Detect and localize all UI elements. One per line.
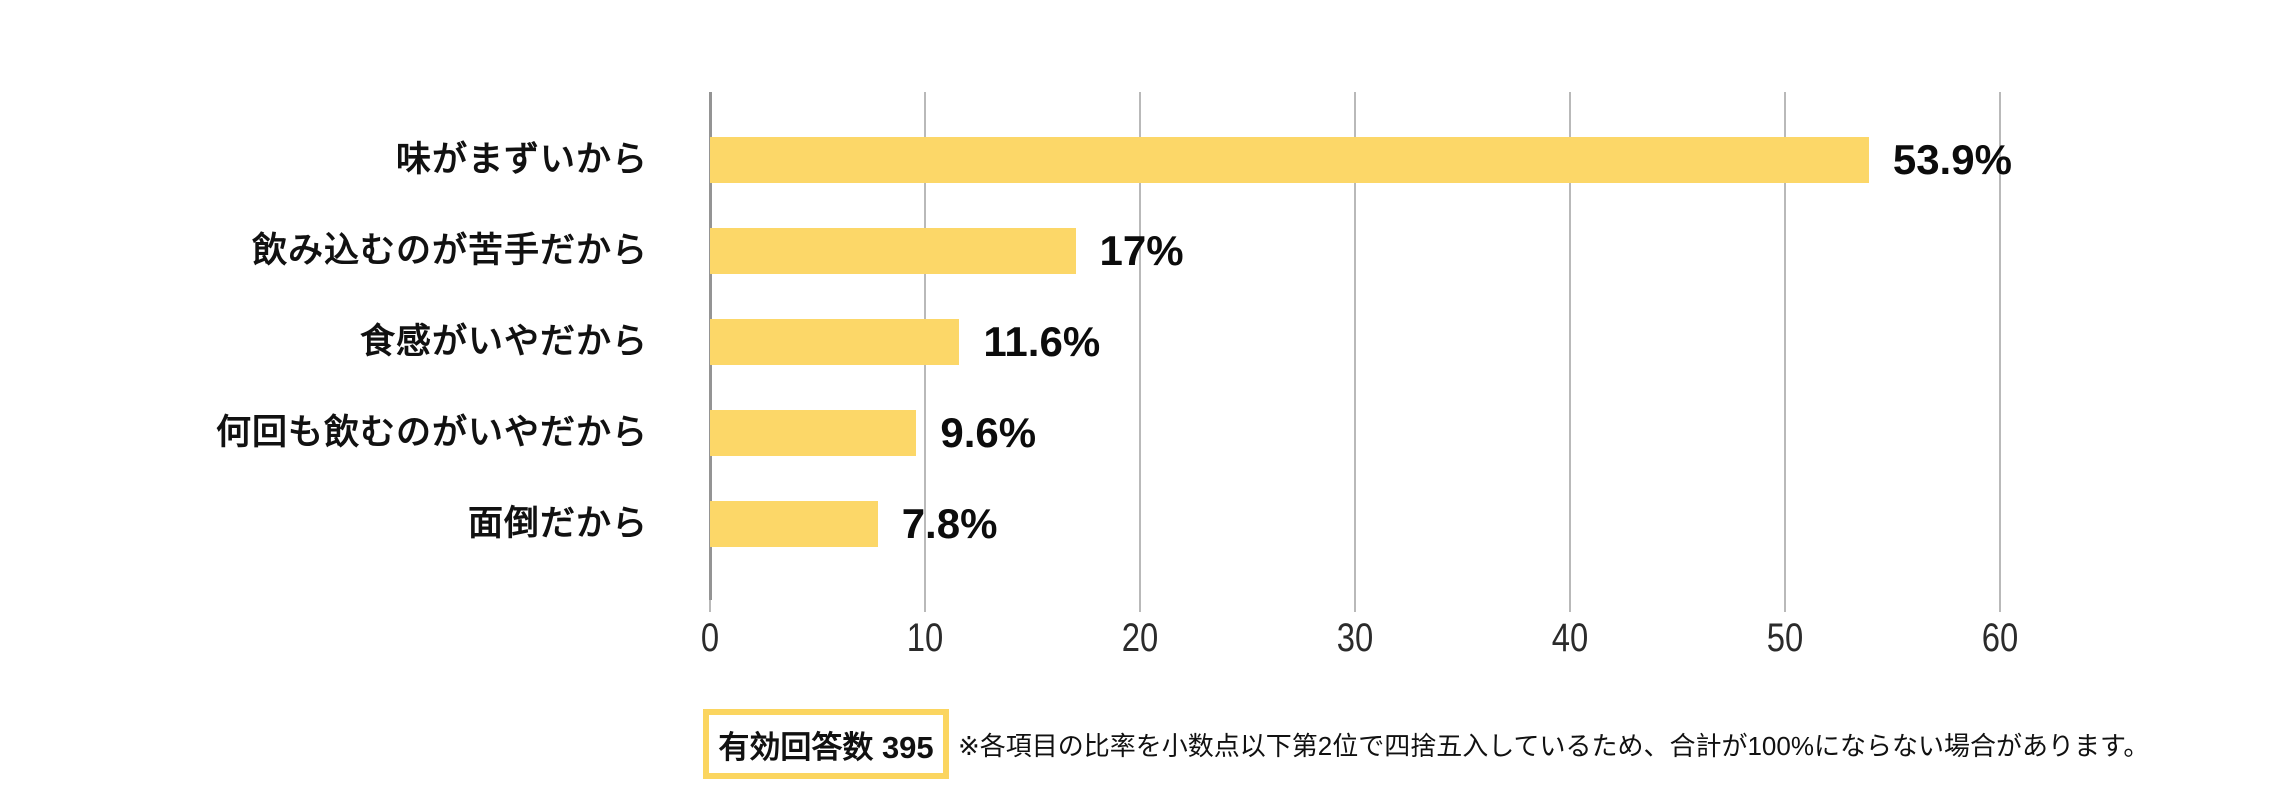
x-axis-tick-label: 40 <box>1551 616 1589 660</box>
x-axis-tick <box>1999 600 2001 612</box>
x-axis-tick-label: 0 <box>700 616 720 660</box>
bar <box>710 228 1076 274</box>
bar <box>710 501 878 547</box>
category-label: 何回も飲むのがいやだから <box>215 413 648 452</box>
x-axis-tick-label: 30 <box>1336 616 1374 660</box>
x-axis-tick <box>1784 600 1786 612</box>
value-label: 17% <box>1099 227 1184 274</box>
value-label: 7.8% <box>901 500 998 547</box>
gridline <box>1999 92 2001 600</box>
category-label: 食感がいやだから <box>359 322 648 361</box>
x-axis-tick <box>1569 600 1571 612</box>
x-axis-tick <box>709 600 711 612</box>
gridline <box>1784 92 1786 600</box>
rounding-note: ※各項目の比率を小数点以下第2位で四捨五入しているため、合計が100%にならない… <box>958 730 2150 761</box>
value-label: 11.6% <box>983 318 1101 365</box>
x-axis-tick-label: 20 <box>1121 616 1159 660</box>
gridline <box>1139 92 1141 600</box>
valid-responses-label: 有効回答数 395 <box>718 729 934 765</box>
category-label: 飲み込むのが苦手だから <box>251 231 648 270</box>
gridline <box>1354 92 1356 600</box>
gridline <box>1569 92 1571 600</box>
x-axis-tick <box>1354 600 1356 612</box>
value-label: 53.9% <box>1892 136 2012 183</box>
x-axis-tick-label: 10 <box>906 616 944 660</box>
valid-responses-box: 有効回答数 395 <box>703 709 949 779</box>
bar <box>710 137 1869 183</box>
x-axis-tick <box>924 600 926 612</box>
x-axis-tick-label: 60 <box>1981 616 2019 660</box>
category-label: 味がまずいから <box>395 140 648 179</box>
x-axis-tick-label: 50 <box>1766 616 1804 660</box>
x-axis-tick <box>1139 600 1141 612</box>
bar <box>710 319 960 365</box>
category-label: 面倒だから <box>467 504 648 543</box>
bar <box>710 410 917 456</box>
value-label: 9.6% <box>940 409 1037 456</box>
